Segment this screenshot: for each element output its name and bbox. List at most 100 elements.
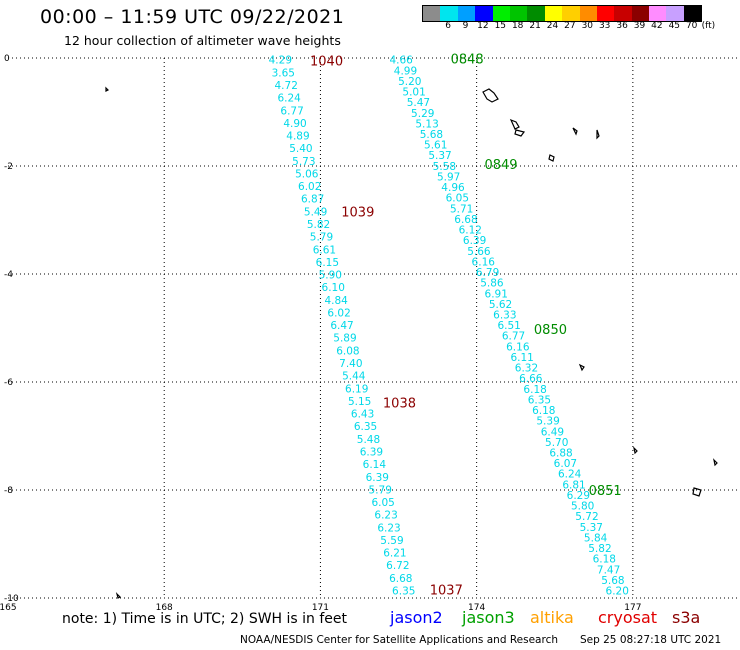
wave-height-label: 5.68 xyxy=(601,575,624,587)
pass-time-label: 0848 xyxy=(451,53,484,68)
island-outline xyxy=(514,129,526,137)
wave-height-label: 5.68 xyxy=(420,129,443,141)
wave-height-label: 6.79 xyxy=(476,267,499,279)
wave-height-label: 6.77 xyxy=(502,331,525,343)
island-outline xyxy=(633,446,638,455)
wave-height-label: 6.88 xyxy=(549,448,572,460)
colorbar-swatch xyxy=(440,6,458,21)
wave-height-label: 5.80 xyxy=(571,501,594,513)
wave-height-label: 6.08 xyxy=(336,345,359,357)
colorbar-swatch xyxy=(423,6,441,21)
colorbar-unit-label: (ft) xyxy=(701,21,716,31)
colorbar-tick-label: 42 xyxy=(651,21,663,31)
wave-height-label: 5.90 xyxy=(319,270,342,282)
wave-height-label: 6.02 xyxy=(298,181,321,193)
wave-height-label: 5.06 xyxy=(295,168,319,180)
colorbar-swatch xyxy=(475,6,493,21)
wave-height-label: 5.59 xyxy=(380,535,403,547)
colorbar-swatch xyxy=(631,6,650,21)
island-outline xyxy=(548,154,555,162)
colorbar-tick-label: 9 xyxy=(462,21,469,31)
wave-height-label: 4.84 xyxy=(324,295,348,307)
wave-height-label: 6.81 xyxy=(562,479,585,491)
colorbar-swatch xyxy=(649,6,667,21)
wave-height-label: 6.51 xyxy=(497,320,520,332)
colorbar-tick-label: 12 xyxy=(477,21,489,31)
wave-height-label: 5.73 xyxy=(292,156,315,168)
island-outline xyxy=(105,86,110,92)
wave-height-label: 5.97 xyxy=(437,171,460,183)
wave-height-label: 6.47 xyxy=(330,320,353,332)
colorbar-tick-label: 45 xyxy=(668,21,681,31)
wave-height-label: 6.21 xyxy=(383,548,406,560)
pass-time-label: 1040 xyxy=(310,55,343,70)
colorbar-swatch xyxy=(509,6,528,21)
wave-height-label: 6.07 xyxy=(554,458,577,470)
wave-height-label: 6.35 xyxy=(354,421,377,433)
pass-time-label: 0850 xyxy=(534,323,567,338)
lat-tick-label: -10 xyxy=(4,594,19,604)
wave-height-label: 5.37 xyxy=(580,522,603,534)
wave-height-label: 6.39 xyxy=(360,446,383,458)
wave-height-label: 5.37 xyxy=(428,150,451,162)
wave-height-label: 6.35 xyxy=(528,394,551,406)
wave-height-label: 6.39 xyxy=(366,472,389,484)
wave-height-label: 6.20 xyxy=(606,586,629,598)
wave-height-label: 6.24 xyxy=(558,469,582,481)
wave-height-label: 6.29 xyxy=(567,490,590,502)
wave-height-label: 5.86 xyxy=(480,278,504,290)
lon-tick-label: 177 xyxy=(624,603,641,613)
wave-height-label: 5.84 xyxy=(584,532,608,544)
pass-time-label: 0849 xyxy=(484,158,517,173)
wave-height-label: 5.79 xyxy=(369,484,392,496)
colorbar-tick-label: 21 xyxy=(529,21,541,31)
wave-height-label: 6.15 xyxy=(316,257,339,269)
wave-height-label: 6.68 xyxy=(454,214,477,226)
wave-height-label: 6.39 xyxy=(463,235,486,247)
wave-height-label: 6.14 xyxy=(363,459,387,471)
wave-height-label: 6.49 xyxy=(541,426,564,438)
wave-height-label: 4.89 xyxy=(286,131,309,143)
colorbar-swatch xyxy=(614,6,632,21)
wave-height-label: 5.89 xyxy=(333,333,356,345)
wave-height-label: 5.79 xyxy=(310,232,333,244)
wave-height-label: 4.99 xyxy=(394,65,417,77)
lon-tick-label: 168 xyxy=(156,603,173,613)
wave-height-label: 4.90 xyxy=(283,118,306,130)
colorbar-swatch xyxy=(683,6,702,21)
colorbar-swatch xyxy=(492,6,510,21)
mission-label-altika: altika xyxy=(530,608,574,627)
island-outline xyxy=(692,487,702,497)
footer-note: note: 1) Time is in UTC; 2) SWH is in fe… xyxy=(62,611,348,627)
wave-height-label: 5.20 xyxy=(398,76,421,88)
map-title: 00:00 – 11:59 UTC 09/22/2021 xyxy=(40,6,345,28)
wave-height-label: 5.15 xyxy=(348,396,371,408)
colorbar-tick-label: 18 xyxy=(511,21,524,31)
wave-height-label: 5.62 xyxy=(489,299,512,311)
wave-height-label: 6.19 xyxy=(345,383,368,395)
colorbar-swatch xyxy=(596,6,615,21)
wave-height-label: 6.77 xyxy=(280,105,303,117)
wave-height-label: 5.29 xyxy=(411,108,434,120)
lat-tick-label: -8 xyxy=(4,486,13,496)
wave-height-label: 5.82 xyxy=(588,543,611,555)
lat-tick-label: -6 xyxy=(4,378,13,388)
colorbar-tick-label: 6 xyxy=(445,21,451,31)
wave-height-label: 6.18 xyxy=(532,405,555,417)
wave-height-label: 6.05 xyxy=(446,193,469,205)
pass-time-label: 1038 xyxy=(383,397,416,412)
wave-height-label: 6.18 xyxy=(593,554,616,566)
wave-height-label: 6.18 xyxy=(523,384,546,396)
pass-time-label: 1037 xyxy=(430,583,463,598)
wave-height-label: 6.91 xyxy=(485,288,508,300)
colorbar-swatch xyxy=(666,6,684,21)
colorbar-swatch xyxy=(544,6,563,21)
wave-height-label: 6.66 xyxy=(519,373,543,385)
wave-height-label: 6.11 xyxy=(510,352,533,364)
colorbar-tick-label: 30 xyxy=(581,21,594,31)
wave-height-label: 5.82 xyxy=(307,219,330,231)
wave-height-label: 6.61 xyxy=(313,244,336,256)
mission-label-s3a: s3a xyxy=(672,608,701,627)
wave-height-label: 4.96 xyxy=(441,182,465,194)
